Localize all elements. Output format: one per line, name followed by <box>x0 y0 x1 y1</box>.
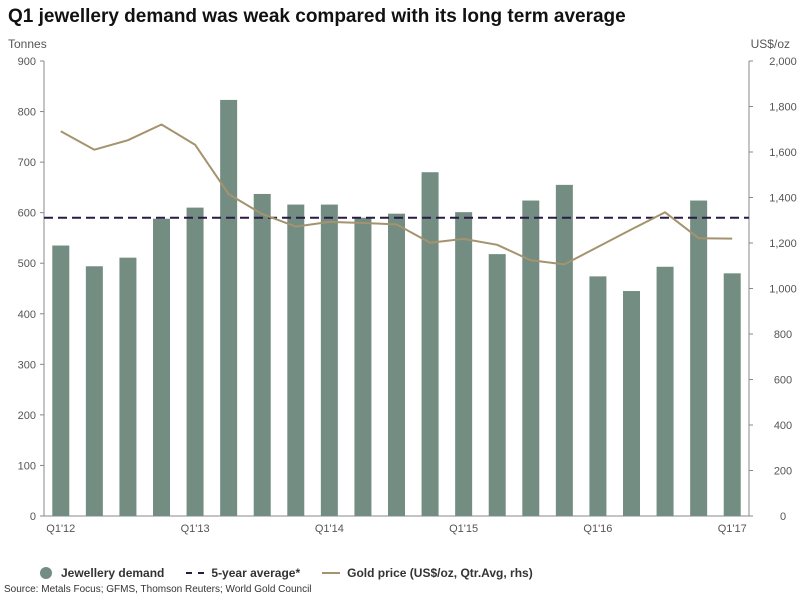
y-left-tick-label: 300 <box>18 359 36 371</box>
bar-Q2'15 <box>488 254 506 516</box>
bar-Q1'13 <box>186 207 204 516</box>
y-right-tick-label: 800 <box>774 329 792 341</box>
x-tick-label: Q1'16 <box>583 523 612 535</box>
bar-Q2'13 <box>220 99 238 516</box>
bar-Q1'14 <box>320 204 338 517</box>
y-right-tick-label: 1,800 <box>769 102 797 114</box>
y-right-tick-label: 0 <box>780 511 786 523</box>
legend-label-average: 5-year average* <box>211 566 301 580</box>
bar-Q1'15 <box>455 212 473 516</box>
bar-Q1'17 <box>723 273 741 516</box>
legend-item-gold: Gold price (US$/oz, Qtr.Avg, rhs) <box>322 566 533 580</box>
legend-dash-icon <box>186 572 205 574</box>
bar-Q4'15 <box>555 184 573 516</box>
legend-label-demand: Jewellery demand <box>61 566 165 580</box>
chart-plot: 0 100 200 300 400 500 600 700 800 900 0 200 400 600 80… <box>18 56 797 535</box>
y-right-tick-label: 600 <box>774 375 792 387</box>
x-tick-label: Q1'12 <box>46 523 75 535</box>
legend-item-average: 5-year average* <box>186 566 300 580</box>
y-left-tick-label: 100 <box>18 460 36 472</box>
left-axis-unit: Tonnes <box>8 37 47 51</box>
y-right-tick-label: 400 <box>774 420 792 432</box>
x-tick-label: Q1'14 <box>315 523 344 535</box>
y-left-tick-label: 400 <box>18 309 36 321</box>
bar-Q3'16 <box>656 266 674 516</box>
bar-Q3'13 <box>253 193 271 516</box>
gold-price-line <box>60 123 733 266</box>
bar-Q4'14 <box>421 172 439 516</box>
bar-Q1'16 <box>589 276 607 516</box>
x-tick-label: Q1'13 <box>181 523 210 535</box>
y-right-tick-label: 1,600 <box>769 147 797 159</box>
y-right-tick-label: 200 <box>774 466 792 478</box>
legend-line-icon <box>322 572 341 574</box>
y-left-tick-label: 700 <box>18 157 36 169</box>
y-right-tick-label: 1,200 <box>769 238 797 250</box>
bar-Q1'12 <box>52 245 70 516</box>
bar-Q2'16 <box>623 291 640 516</box>
y-left-tick-label: 800 <box>18 107 36 119</box>
bar-Q3'12 <box>119 257 137 516</box>
legend-item-demand: Jewellery demand <box>40 566 164 580</box>
legend: Jewellery demand 5-year average* Gold pr… <box>40 566 555 580</box>
bar-Q3'15 <box>522 200 540 517</box>
bar-Q4'16 <box>690 200 708 517</box>
y-right-tick-label: 1,000 <box>769 284 797 296</box>
bar-Q4'13 <box>287 204 305 517</box>
source-note: Source: Metals Focus; GFMS, Thomson Reut… <box>4 584 312 595</box>
y-left-tick-label: 0 <box>30 511 36 523</box>
y-right-tick-label: 2,000 <box>769 56 797 68</box>
bar-Q3'14 <box>388 213 405 516</box>
right-axis-unit: US$/oz <box>750 37 790 51</box>
bar-Q4'12 <box>153 218 170 516</box>
y-right-tick-label: 1,400 <box>769 193 797 205</box>
legend-dot-icon <box>40 567 52 579</box>
bar-Q2'12 <box>85 266 103 516</box>
chart-title: Q1 jewellery demand was weak compared wi… <box>8 6 626 27</box>
y-left-tick-label: 600 <box>18 208 36 220</box>
y-left-tick-label: 900 <box>18 56 36 68</box>
y-left-tick-label: 500 <box>18 258 36 270</box>
bar-Q2'14 <box>354 217 372 516</box>
x-tick-label: Q1'17 <box>718 523 747 535</box>
x-tick-label: Q1'15 <box>449 523 478 535</box>
y-left-tick-label: 200 <box>18 410 36 422</box>
legend-label-gold: Gold price (US$/oz, Qtr.Avg, rhs) <box>347 566 533 580</box>
